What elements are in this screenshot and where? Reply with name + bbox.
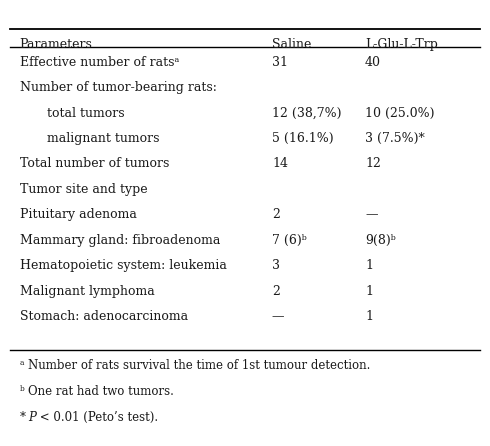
Text: —: — bbox=[272, 310, 285, 323]
Text: ᵃ: ᵃ bbox=[20, 359, 24, 372]
Text: 14: 14 bbox=[272, 157, 288, 170]
Text: 1: 1 bbox=[365, 310, 373, 323]
Text: < 0.01 (Peto’s test).: < 0.01 (Peto’s test). bbox=[36, 411, 158, 424]
Text: 5 (16.1%): 5 (16.1%) bbox=[272, 132, 334, 145]
Text: 31: 31 bbox=[272, 56, 288, 69]
Text: 3: 3 bbox=[272, 259, 280, 272]
Text: Total number of tumors: Total number of tumors bbox=[20, 157, 169, 170]
Text: 2: 2 bbox=[272, 208, 280, 221]
Text: One rat had two tumors.: One rat had two tumors. bbox=[28, 385, 174, 398]
Text: 12 (38,7%): 12 (38,7%) bbox=[272, 107, 342, 120]
Text: Tumor site and type: Tumor site and type bbox=[20, 183, 147, 196]
Text: 9(8)ᵇ: 9(8)ᵇ bbox=[365, 234, 396, 247]
Text: L-Glu-L-Trp: L-Glu-L-Trp bbox=[365, 38, 438, 51]
Text: 1: 1 bbox=[365, 259, 373, 272]
Text: total tumors: total tumors bbox=[47, 107, 124, 120]
Text: ᵇ: ᵇ bbox=[20, 385, 25, 398]
Text: 10 (25.0%): 10 (25.0%) bbox=[365, 107, 435, 120]
Text: Pituitary adenoma: Pituitary adenoma bbox=[20, 208, 137, 221]
Text: 40: 40 bbox=[365, 56, 381, 69]
Text: Stomach: adenocarcinoma: Stomach: adenocarcinoma bbox=[20, 310, 188, 323]
Text: 7 (6)ᵇ: 7 (6)ᵇ bbox=[272, 234, 307, 247]
Text: 3 (7.5%)*: 3 (7.5%)* bbox=[365, 132, 425, 145]
Text: Effective number of ratsᵃ: Effective number of ratsᵃ bbox=[20, 56, 179, 69]
Text: 2: 2 bbox=[272, 285, 280, 297]
Text: Parameters: Parameters bbox=[20, 38, 93, 51]
Text: *: * bbox=[20, 411, 25, 424]
Text: Mammary gland: fibroadenoma: Mammary gland: fibroadenoma bbox=[20, 234, 220, 247]
Text: P: P bbox=[28, 411, 36, 424]
Text: Hematopoietic system: leukemia: Hematopoietic system: leukemia bbox=[20, 259, 226, 272]
Text: 1: 1 bbox=[365, 285, 373, 297]
Text: Number of rats survival the time of 1st tumour detection.: Number of rats survival the time of 1st … bbox=[28, 359, 371, 372]
Text: Saline: Saline bbox=[272, 38, 311, 51]
Text: Number of tumor-bearing rats:: Number of tumor-bearing rats: bbox=[20, 81, 217, 94]
Text: —: — bbox=[365, 208, 378, 221]
Text: malignant tumors: malignant tumors bbox=[47, 132, 159, 145]
Text: Malignant lymphoma: Malignant lymphoma bbox=[20, 285, 154, 297]
Text: 12: 12 bbox=[365, 157, 381, 170]
